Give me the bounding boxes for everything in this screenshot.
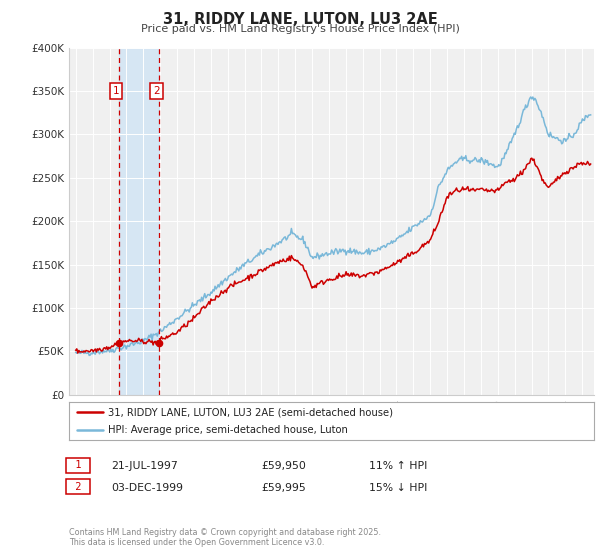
Text: 31, RIDDY LANE, LUTON, LU3 2AE: 31, RIDDY LANE, LUTON, LU3 2AE	[163, 12, 437, 27]
Bar	[119, 48, 159, 395]
Text: 21-JUL-1997: 21-JUL-1997	[111, 461, 178, 472]
Text: HPI: Average price, semi-detached house, Luton: HPI: Average price, semi-detached house,…	[109, 425, 348, 435]
Text: 1: 1	[69, 460, 88, 470]
Text: This data is licensed under the Open Government Licence v3.0.: This data is licensed under the Open Gov…	[69, 538, 325, 547]
Text: 2: 2	[153, 86, 160, 96]
Text: £59,950: £59,950	[261, 461, 306, 472]
Text: 1: 1	[113, 86, 119, 96]
Text: 11% ↑ HPI: 11% ↑ HPI	[369, 461, 427, 472]
Text: £59,995: £59,995	[261, 483, 306, 493]
Text: Price paid vs. HM Land Registry's House Price Index (HPI): Price paid vs. HM Land Registry's House …	[140, 24, 460, 34]
Text: 31, RIDDY LANE, LUTON, LU3 2AE (semi-detached house): 31, RIDDY LANE, LUTON, LU3 2AE (semi-det…	[109, 407, 394, 417]
Text: 2: 2	[69, 482, 88, 492]
Text: 03-DEC-1999: 03-DEC-1999	[111, 483, 183, 493]
Text: Contains HM Land Registry data © Crown copyright and database right 2025.: Contains HM Land Registry data © Crown c…	[69, 528, 381, 536]
Text: 15% ↓ HPI: 15% ↓ HPI	[369, 483, 427, 493]
